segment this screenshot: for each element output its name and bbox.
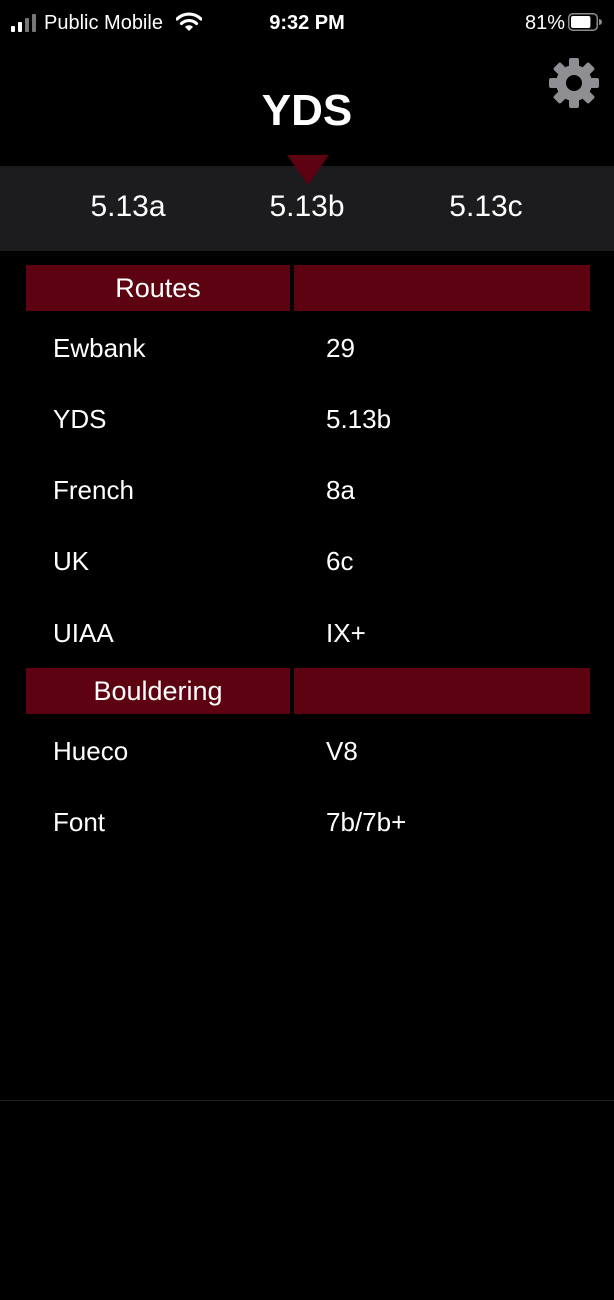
- battery-percent: 81%: [525, 12, 566, 34]
- grade-value: 6c: [326, 546, 354, 576]
- section-title: Routes: [115, 273, 201, 303]
- table-row: YDS 5.13b: [0, 404, 614, 444]
- table-row: UK 6c: [0, 546, 614, 586]
- table-row: Hueco V8: [0, 736, 614, 776]
- selection-pointer-icon: [287, 155, 329, 185]
- grade-value: 8a: [326, 475, 355, 505]
- clock: 9:32 PM: [269, 12, 345, 34]
- section-header-bouldering: Bouldering: [26, 668, 590, 714]
- section-title: Bouldering: [93, 676, 223, 706]
- gear-icon[interactable]: [547, 56, 601, 110]
- page-title: YDS: [261, 86, 353, 135]
- table-row: Ewbank 29: [0, 333, 614, 373]
- battery-icon: [568, 13, 602, 31]
- picker-item[interactable]: 5.13c: [449, 190, 523, 223]
- status-bar: Public Mobile 9:32 PM 81%: [0, 0, 614, 48]
- grade-system-name: UIAA: [53, 618, 114, 648]
- picker-item[interactable]: 5.13a: [90, 190, 166, 223]
- picker-item-selected[interactable]: 5.13b: [269, 190, 345, 223]
- grade-value: 5.13b: [326, 404, 392, 434]
- section-header-routes: Routes: [26, 265, 590, 311]
- table-row: Font 7b/7b+: [0, 807, 614, 847]
- carrier-name: Public Mobile: [44, 12, 163, 34]
- grade-value: 7b/7b+: [326, 807, 407, 837]
- grade-system-name: Hueco: [53, 736, 129, 766]
- table-row: French 8a: [0, 475, 614, 515]
- divider: [0, 1100, 614, 1101]
- wifi-icon: [176, 12, 202, 31]
- grade-system-name: Font: [53, 807, 106, 837]
- grade-system-name: UK: [53, 546, 90, 576]
- grade-value: IX+: [326, 618, 366, 648]
- grade-system-name: French: [53, 475, 134, 505]
- grade-value: V8: [326, 736, 358, 766]
- grade-value: 29: [326, 333, 355, 363]
- grade-system-name: YDS: [53, 404, 107, 434]
- table-row: UIAA IX+: [0, 618, 614, 658]
- cellular-signal-icon: [11, 14, 39, 32]
- grade-system-name: Ewbank: [53, 333, 146, 363]
